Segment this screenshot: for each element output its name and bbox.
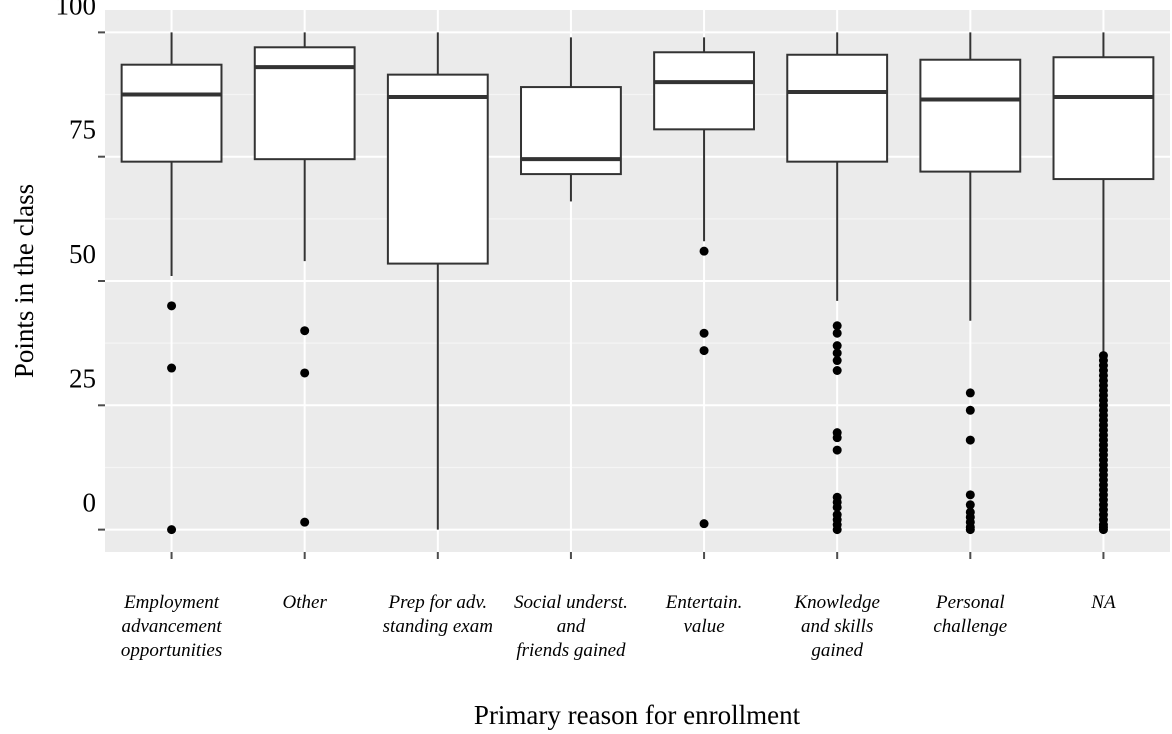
outlier-point [1098,525,1108,535]
x-tick-label-line: Employment [123,592,220,613]
box-iqr [919,58,1022,173]
x-tick-label-line: standing exam [383,616,493,637]
y-axis: 100 75 50 25 0 [56,0,105,531]
outlier-point [832,433,842,443]
outlier-point [965,435,975,445]
outlier-point [699,346,709,356]
x-tick-label-line: and skills [801,616,873,637]
x-tick-label-line: Prep for adv. [387,592,487,613]
outlier-point [965,500,975,510]
box-group [653,37,755,529]
x-tick-label: Other [283,592,328,613]
box-group [1052,32,1155,535]
outlier-point [832,348,842,358]
x-tick-label: Prep for adv. standing exam [383,592,493,637]
box-group [520,37,622,202]
y-tick-label: 75 [69,115,96,145]
box-iqr [1052,56,1155,181]
outlier-point [167,525,177,535]
x-tick-label-line: advancement [121,616,222,637]
x-tick-label: Knowledge and skills gained [793,592,880,661]
outlier-point [832,321,842,331]
outlier-point [832,502,842,512]
box-iqr [253,46,356,161]
x-tick-label: NA [1090,592,1116,613]
box-iqr [120,63,223,163]
outlier-point [300,368,310,378]
x-tick-label-line: gained [811,640,863,661]
x-axis: Employment advancement opportunities Other P… [121,552,1116,661]
x-tick-label-line: challenge [933,616,1007,637]
outlier-point [832,445,842,455]
y-tick-label: 50 [69,239,96,269]
outlier-point [832,366,842,376]
x-tick-label: Entertain. value [665,592,743,637]
x-tick-label-line: Knowledge [793,592,880,613]
y-axis-title: Points in the class [9,184,39,378]
outlier-point [699,519,709,529]
x-tick-label-line: opportunities [121,640,222,661]
x-tick-label-line: Other [283,592,328,613]
outlier-point [832,341,842,351]
x-tick-label: Personal challenge [933,592,1007,637]
boxes [120,32,1155,535]
x-tick-label-line: Personal [935,592,1005,613]
x-tick-label-line: Entertain. [665,592,743,613]
box-group [919,32,1022,535]
outlier-point [832,525,842,535]
box-group [386,32,489,530]
x-tick-label-line: value [683,616,724,637]
y-tick-label: 0 [83,488,97,518]
y-tick-label: 100 [56,0,97,20]
outlier-point [832,356,842,366]
outlier-point [965,388,975,398]
box-iqr [653,51,755,131]
x-tick-label-line: NA [1090,592,1116,613]
outlier-point [167,301,177,311]
outlier-point [699,246,709,256]
outlier-point [699,328,709,338]
x-axis-title: Primary reason for enrollment [474,700,801,730]
outlier-point [965,525,975,535]
box-iqr [786,53,889,163]
x-tick-label: Employment advancement opportunities [121,592,223,661]
box-group [786,32,889,535]
outlier-point [300,517,310,527]
box-group [253,32,356,527]
outlier-point [167,363,177,373]
x-tick-label-line: and [557,616,586,637]
x-tick-label: Social underst. and friends gained [514,592,628,661]
outlier-point [832,328,842,338]
y-tick-label: 25 [69,363,96,393]
x-tick-label-line: friends gained [516,640,626,661]
outlier-point [965,490,975,500]
outlier-point [965,405,975,415]
outlier-point [300,326,310,336]
x-tick-label-line: Social underst. [514,592,628,613]
box-group [120,32,223,535]
box-iqr [386,73,489,265]
